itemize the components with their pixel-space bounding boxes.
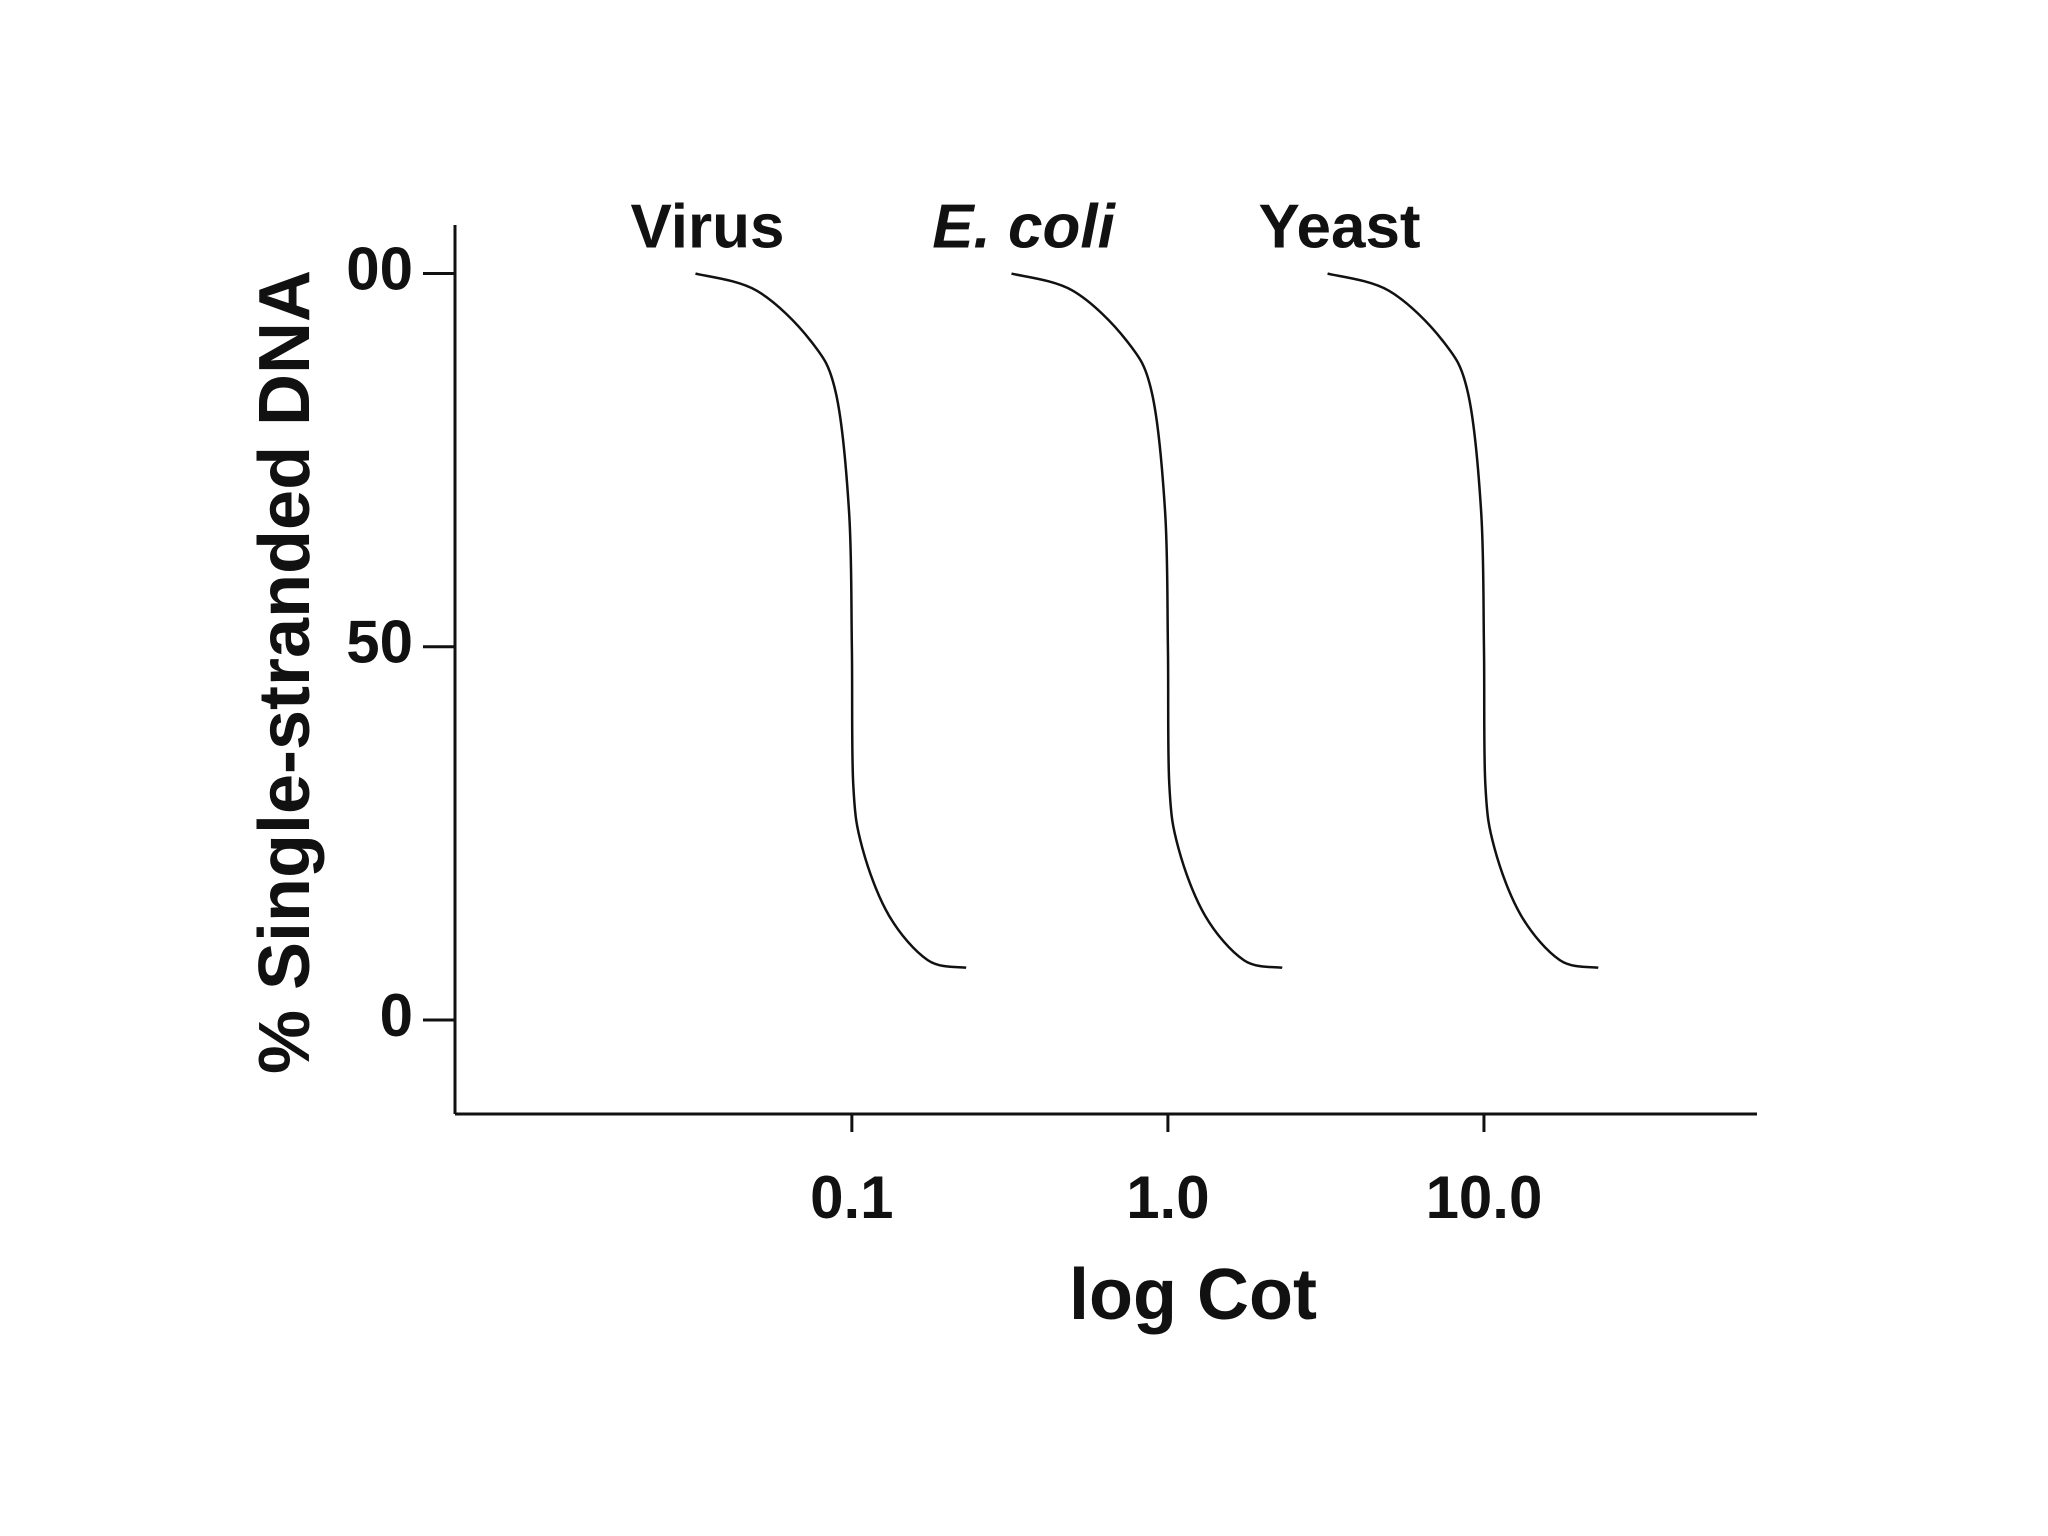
- y-axis-title: % Single-stranded DNA: [245, 270, 325, 1074]
- curve: [1327, 272, 1599, 969]
- series-label: Yeast: [1259, 192, 1421, 261]
- y-tick-label: 0: [380, 982, 413, 1049]
- curve: [695, 272, 967, 969]
- series-label: Virus: [630, 192, 784, 261]
- series-label: E. coli: [932, 192, 1116, 261]
- y-tick-label: 50: [346, 609, 413, 676]
- x-tick-label: 0.1: [810, 1164, 893, 1231]
- y-tick-label: 00: [346, 235, 413, 302]
- x-tick-label: 1.0: [1126, 1164, 1209, 1231]
- x-axis-title: log Cot: [1069, 1255, 1317, 1335]
- x-tick-label: 10.0: [1426, 1164, 1543, 1231]
- curve: [1011, 272, 1283, 969]
